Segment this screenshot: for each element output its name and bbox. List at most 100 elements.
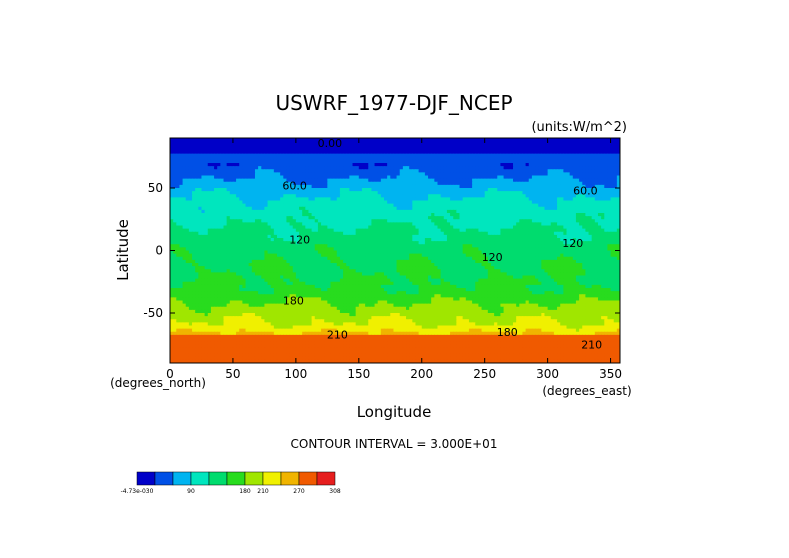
field-cell bbox=[387, 166, 391, 170]
field-cell bbox=[377, 194, 382, 198]
field-cell bbox=[292, 197, 297, 202]
field-cell bbox=[229, 141, 234, 145]
field-cell bbox=[575, 159, 580, 164]
field-cell bbox=[292, 188, 297, 192]
field-cell bbox=[450, 156, 454, 161]
field-cell bbox=[597, 172, 602, 177]
field-cell bbox=[594, 206, 599, 211]
field-cell bbox=[440, 244, 445, 248]
field-cell bbox=[185, 175, 190, 180]
field-cell bbox=[377, 138, 382, 142]
field-cell bbox=[472, 238, 476, 242]
field-cell bbox=[226, 144, 231, 148]
field-cell bbox=[390, 147, 395, 152]
field-cell bbox=[204, 197, 209, 202]
field-cell bbox=[324, 241, 328, 245]
field-cell bbox=[176, 144, 181, 148]
field-cell bbox=[226, 172, 231, 177]
field-cell bbox=[210, 234, 215, 239]
field-cell bbox=[377, 209, 382, 214]
field-cell bbox=[365, 219, 369, 223]
field-cell bbox=[267, 150, 272, 155]
field-cell bbox=[456, 163, 461, 167]
field-cell bbox=[192, 209, 196, 214]
field-cell bbox=[245, 175, 250, 180]
field-cell bbox=[204, 238, 209, 242]
field-cell bbox=[525, 191, 530, 195]
field-cell bbox=[317, 241, 322, 245]
field-cell bbox=[519, 166, 524, 170]
field-cell bbox=[468, 200, 473, 205]
field-cell bbox=[607, 206, 612, 211]
field-cell bbox=[572, 175, 577, 180]
field-cell bbox=[415, 191, 420, 195]
field-cell bbox=[188, 234, 193, 239]
field-cell bbox=[456, 166, 461, 170]
field-cell bbox=[607, 191, 612, 195]
field-cell bbox=[261, 138, 266, 142]
field-cell bbox=[182, 188, 187, 192]
field-cell bbox=[368, 144, 372, 148]
field-cell bbox=[179, 172, 184, 177]
field-cell bbox=[487, 244, 492, 248]
field-cell bbox=[327, 175, 332, 180]
field-cell bbox=[415, 150, 420, 155]
field-cell bbox=[314, 184, 319, 189]
field-cell bbox=[563, 197, 568, 202]
field-cell bbox=[421, 188, 426, 192]
field-cell bbox=[280, 219, 284, 223]
field-cell bbox=[248, 156, 253, 161]
field-cell bbox=[478, 144, 483, 148]
field-cell bbox=[261, 206, 266, 211]
field-cell bbox=[494, 219, 498, 223]
field-cell bbox=[513, 178, 517, 183]
field-cell bbox=[443, 138, 448, 142]
field-cell bbox=[506, 228, 511, 233]
field-cell bbox=[371, 234, 376, 239]
field-cell bbox=[239, 231, 243, 236]
field-cell bbox=[236, 197, 240, 202]
field-cell bbox=[305, 203, 310, 208]
field-cell bbox=[380, 216, 385, 220]
field-cell bbox=[371, 153, 376, 158]
field-cell bbox=[383, 216, 388, 220]
field-cell bbox=[207, 228, 212, 233]
field-cell bbox=[566, 213, 571, 217]
field-cell bbox=[192, 216, 196, 220]
field-cell bbox=[497, 222, 502, 227]
field-cell bbox=[305, 194, 310, 198]
field-cell bbox=[349, 194, 354, 198]
field-cell bbox=[525, 228, 530, 233]
field-cell bbox=[597, 231, 602, 236]
field-cell bbox=[440, 159, 445, 164]
field-cell bbox=[497, 203, 502, 208]
field-cell bbox=[591, 209, 596, 214]
field-cell bbox=[456, 184, 461, 189]
field-cell bbox=[538, 222, 542, 227]
field-cell bbox=[261, 234, 266, 239]
field-cell bbox=[270, 184, 275, 189]
field-cell bbox=[383, 213, 388, 217]
field-cell bbox=[396, 138, 401, 142]
field-cell bbox=[204, 175, 209, 180]
field-cell bbox=[597, 141, 602, 145]
field-cell bbox=[490, 169, 495, 173]
field-cell bbox=[604, 216, 609, 220]
field-cell bbox=[601, 159, 605, 164]
field-cell bbox=[343, 216, 347, 220]
field-cell bbox=[273, 200, 278, 205]
field-cell bbox=[494, 147, 498, 152]
field-cell bbox=[192, 231, 196, 236]
field-cell bbox=[575, 197, 580, 202]
field-cell bbox=[251, 197, 256, 202]
field-cell bbox=[585, 203, 590, 208]
field-cell bbox=[311, 141, 316, 145]
field-cell bbox=[446, 225, 451, 230]
field-cell bbox=[613, 209, 618, 214]
field-cell bbox=[421, 150, 426, 155]
field-cell bbox=[472, 222, 476, 227]
field-cell bbox=[443, 200, 448, 205]
field-cell bbox=[236, 144, 240, 148]
field-cell bbox=[497, 244, 502, 248]
field-cell bbox=[519, 194, 524, 198]
